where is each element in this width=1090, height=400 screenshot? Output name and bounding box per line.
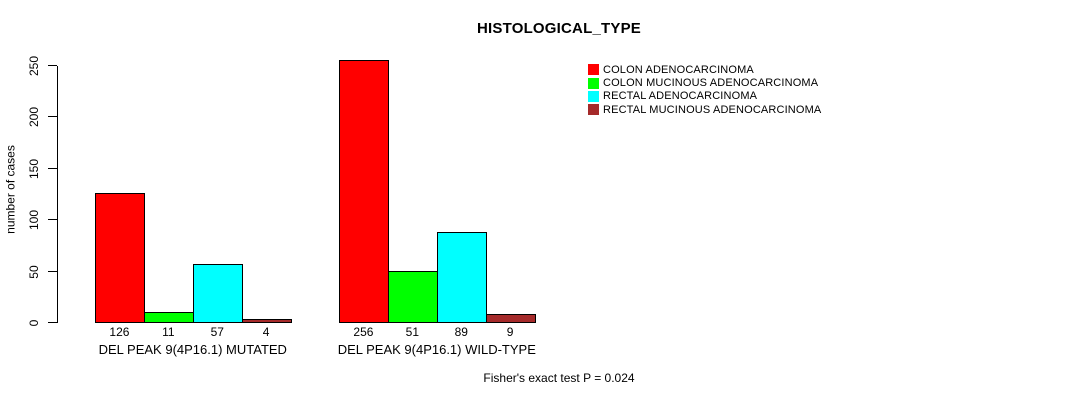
legend-item-label: RECTAL MUCINOUS ADENOCARCINOMA	[603, 103, 822, 116]
y-tick-mark	[48, 167, 57, 169]
bar-value-label: 256	[353, 325, 374, 339]
y-axis-line	[57, 66, 58, 323]
legend: COLON ADENOCARCINOMA COLON MUCINOUS ADENO…	[588, 63, 821, 117]
x-group-label: DEL PEAK 9(4P16.1) WILD-TYPE	[337, 342, 536, 357]
y-axis-label: number of cases	[3, 145, 18, 234]
y-tick-mark	[48, 270, 57, 272]
x-group-label: DEL PEAK 9(4P16.1) MUTATED	[98, 342, 287, 357]
y-tick-label: 250	[27, 55, 41, 77]
y-tick-label: 100	[27, 210, 41, 231]
bar	[143, 311, 194, 323]
legend-color-swatch	[588, 104, 599, 116]
legend-item: RECTAL ADENOCARCINOMA	[588, 90, 821, 103]
bar-value-label: 57	[210, 325, 224, 339]
bar-value-label: 4	[262, 325, 270, 339]
bar-value-label: 9	[506, 325, 514, 339]
bar	[387, 270, 438, 323]
legend-color-swatch	[588, 90, 599, 102]
y-tick-mark	[48, 116, 57, 118]
bar	[436, 231, 487, 323]
legend-item: RECTAL MUCINOUS ADENOCARCINOMA	[588, 103, 821, 116]
legend-color-swatch	[588, 64, 599, 76]
footnote: Fisher's exact test P = 0.024	[483, 371, 635, 385]
bar	[95, 193, 145, 323]
bar-value-label: 89	[454, 325, 468, 339]
bar	[485, 313, 536, 323]
legend-item: COLON ADENOCARCINOMA	[588, 63, 821, 76]
bar	[241, 318, 292, 323]
y-tick-label: 200	[27, 107, 41, 128]
y-tick-label: 50	[27, 264, 41, 279]
y-tick-mark	[48, 219, 57, 221]
y-tick-mark	[48, 322, 57, 323]
legend-item-label: COLON ADENOCARCINOMA	[603, 63, 754, 76]
legend-item-label: COLON MUCINOUS ADENOCARCINOMA	[603, 77, 819, 90]
legend-color-swatch	[588, 77, 599, 89]
y-tick-label: 0	[27, 319, 41, 327]
y-tick-label: 150	[27, 158, 41, 179]
bar-value-label: 126	[109, 325, 130, 339]
legend-item: COLON MUCINOUS ADENOCARCINOMA	[588, 76, 821, 89]
bar-value-label: 51	[405, 325, 420, 339]
bar	[339, 59, 389, 323]
bar-value-label: 11	[162, 325, 175, 339]
chart-title: HISTOLOGICAL_TYPE	[477, 20, 641, 37]
legend-item-label: RECTAL ADENOCARCINOMA	[603, 90, 758, 103]
bar	[192, 264, 243, 323]
y-tick-mark	[48, 65, 57, 66]
